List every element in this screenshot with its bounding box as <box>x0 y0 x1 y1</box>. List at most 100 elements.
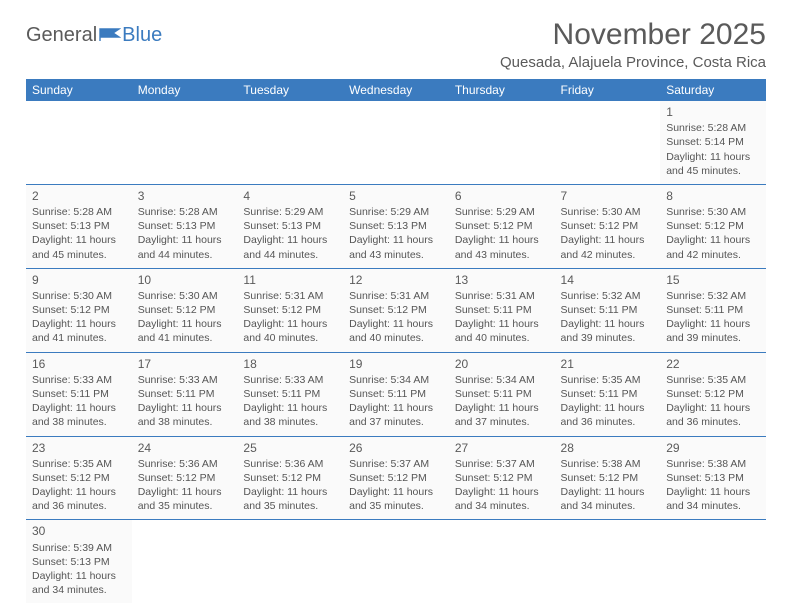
day-number: 24 <box>138 440 232 456</box>
day-number: 15 <box>666 272 760 288</box>
cell-line-sr: Sunrise: 5:33 AM <box>138 373 232 387</box>
cell-line-ss: Sunset: 5:12 PM <box>666 387 760 401</box>
calendar-cell: 16Sunrise: 5:33 AMSunset: 5:11 PMDayligh… <box>26 352 132 436</box>
cell-line-dl2: and 42 minutes. <box>561 248 655 262</box>
cell-line-dl2: and 36 minutes. <box>666 415 760 429</box>
cell-line-dl1: Daylight: 11 hours <box>243 233 337 247</box>
cell-line-dl2: and 38 minutes. <box>243 415 337 429</box>
cell-line-ss: Sunset: 5:12 PM <box>349 471 443 485</box>
cell-line-dl1: Daylight: 11 hours <box>349 485 443 499</box>
cell-line-ss: Sunset: 5:11 PM <box>455 303 549 317</box>
day-number: 5 <box>349 188 443 204</box>
day-number: 28 <box>561 440 655 456</box>
calendar-cell: 10Sunrise: 5:30 AMSunset: 5:12 PMDayligh… <box>132 268 238 352</box>
dayname-row: Sunday Monday Tuesday Wednesday Thursday… <box>26 79 766 101</box>
calendar-cell: 26Sunrise: 5:37 AMSunset: 5:12 PMDayligh… <box>343 436 449 520</box>
dayname-friday: Friday <box>555 79 661 101</box>
cell-line-sr: Sunrise: 5:32 AM <box>561 289 655 303</box>
cell-line-dl1: Daylight: 11 hours <box>138 401 232 415</box>
logo-text-blue: Blue <box>122 24 162 47</box>
day-number: 30 <box>32 523 126 539</box>
cell-line-dl2: and 45 minutes. <box>666 164 760 178</box>
cell-line-dl1: Daylight: 11 hours <box>455 233 549 247</box>
day-number: 26 <box>349 440 443 456</box>
cell-line-dl2: and 43 minutes. <box>349 248 443 262</box>
calendar-cell: 5Sunrise: 5:29 AMSunset: 5:13 PMDaylight… <box>343 184 449 268</box>
cell-line-dl2: and 35 minutes. <box>243 499 337 513</box>
cell-line-ss: Sunset: 5:13 PM <box>666 471 760 485</box>
cell-line-dl2: and 34 minutes. <box>32 583 126 597</box>
cell-line-sr: Sunrise: 5:35 AM <box>561 373 655 387</box>
cell-line-dl2: and 36 minutes. <box>561 415 655 429</box>
cell-line-ss: Sunset: 5:11 PM <box>32 387 126 401</box>
cell-line-dl1: Daylight: 11 hours <box>349 317 443 331</box>
cell-line-dl1: Daylight: 11 hours <box>243 317 337 331</box>
dayname-wednesday: Wednesday <box>343 79 449 101</box>
calendar-cell: 18Sunrise: 5:33 AMSunset: 5:11 PMDayligh… <box>237 352 343 436</box>
cell-line-ss: Sunset: 5:12 PM <box>138 303 232 317</box>
cell-line-ss: Sunset: 5:12 PM <box>32 303 126 317</box>
cell-line-sr: Sunrise: 5:36 AM <box>243 457 337 471</box>
cell-line-sr: Sunrise: 5:37 AM <box>455 457 549 471</box>
cell-line-dl2: and 34 minutes. <box>455 499 549 513</box>
location: Quesada, Alajuela Province, Costa Rica <box>500 54 766 71</box>
cell-line-sr: Sunrise: 5:29 AM <box>455 205 549 219</box>
cell-line-dl2: and 35 minutes. <box>349 499 443 513</box>
cell-line-sr: Sunrise: 5:34 AM <box>349 373 443 387</box>
cell-line-sr: Sunrise: 5:28 AM <box>666 121 760 135</box>
page-header: General Blue November 2025 Quesada, Alaj… <box>26 18 766 71</box>
calendar-row: 23Sunrise: 5:35 AMSunset: 5:12 PMDayligh… <box>26 436 766 520</box>
cell-line-sr: Sunrise: 5:34 AM <box>455 373 549 387</box>
cell-line-ss: Sunset: 5:13 PM <box>32 219 126 233</box>
cell-line-dl1: Daylight: 11 hours <box>455 485 549 499</box>
cell-line-dl1: Daylight: 11 hours <box>561 233 655 247</box>
cell-line-dl1: Daylight: 11 hours <box>32 317 126 331</box>
calendar-row: 2Sunrise: 5:28 AMSunset: 5:13 PMDaylight… <box>26 184 766 268</box>
day-number: 7 <box>561 188 655 204</box>
logo: General Blue <box>26 24 162 47</box>
calendar-cell: 13Sunrise: 5:31 AMSunset: 5:11 PMDayligh… <box>449 268 555 352</box>
cell-line-dl2: and 39 minutes. <box>561 331 655 345</box>
calendar-cell: 6Sunrise: 5:29 AMSunset: 5:12 PMDaylight… <box>449 184 555 268</box>
cell-line-ss: Sunset: 5:13 PM <box>349 219 443 233</box>
cell-line-ss: Sunset: 5:12 PM <box>455 471 549 485</box>
calendar-row: 9Sunrise: 5:30 AMSunset: 5:12 PMDaylight… <box>26 268 766 352</box>
cell-line-ss: Sunset: 5:11 PM <box>349 387 443 401</box>
calendar-cell: 14Sunrise: 5:32 AMSunset: 5:11 PMDayligh… <box>555 268 661 352</box>
cell-line-ss: Sunset: 5:12 PM <box>243 303 337 317</box>
cell-line-ss: Sunset: 5:13 PM <box>138 219 232 233</box>
day-number: 10 <box>138 272 232 288</box>
calendar-cell <box>132 520 238 603</box>
day-number: 23 <box>32 440 126 456</box>
cell-line-sr: Sunrise: 5:36 AM <box>138 457 232 471</box>
cell-line-dl1: Daylight: 11 hours <box>666 150 760 164</box>
day-number: 3 <box>138 188 232 204</box>
cell-line-ss: Sunset: 5:11 PM <box>561 303 655 317</box>
cell-line-sr: Sunrise: 5:31 AM <box>455 289 549 303</box>
cell-line-ss: Sunset: 5:11 PM <box>666 303 760 317</box>
calendar-cell: 9Sunrise: 5:30 AMSunset: 5:12 PMDaylight… <box>26 268 132 352</box>
cell-line-dl2: and 41 minutes. <box>32 331 126 345</box>
dayname-saturday: Saturday <box>660 79 766 101</box>
cell-line-ss: Sunset: 5:13 PM <box>243 219 337 233</box>
calendar-cell: 24Sunrise: 5:36 AMSunset: 5:12 PMDayligh… <box>132 436 238 520</box>
day-number: 21 <box>561 356 655 372</box>
month-title: November 2025 <box>500 18 766 52</box>
cell-line-dl1: Daylight: 11 hours <box>32 485 126 499</box>
calendar-cell: 12Sunrise: 5:31 AMSunset: 5:12 PMDayligh… <box>343 268 449 352</box>
day-number: 20 <box>455 356 549 372</box>
cell-line-dl1: Daylight: 11 hours <box>666 401 760 415</box>
cell-line-dl1: Daylight: 11 hours <box>243 401 337 415</box>
dayname-tuesday: Tuesday <box>237 79 343 101</box>
cell-line-dl1: Daylight: 11 hours <box>138 233 232 247</box>
day-number: 22 <box>666 356 760 372</box>
calendar-cell: 21Sunrise: 5:35 AMSunset: 5:11 PMDayligh… <box>555 352 661 436</box>
calendar-cell: 17Sunrise: 5:33 AMSunset: 5:11 PMDayligh… <box>132 352 238 436</box>
calendar-cell <box>449 101 555 184</box>
cell-line-dl1: Daylight: 11 hours <box>349 401 443 415</box>
calendar-cell: 7Sunrise: 5:30 AMSunset: 5:12 PMDaylight… <box>555 184 661 268</box>
day-number: 16 <box>32 356 126 372</box>
day-number: 17 <box>138 356 232 372</box>
cell-line-dl2: and 41 minutes. <box>138 331 232 345</box>
cell-line-dl2: and 45 minutes. <box>32 248 126 262</box>
